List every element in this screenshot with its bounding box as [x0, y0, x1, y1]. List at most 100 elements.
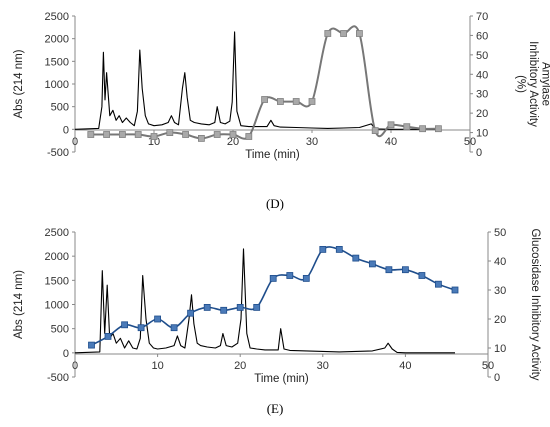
activity-point	[352, 254, 360, 262]
activity-point	[355, 30, 363, 37]
x-tick-label: 20	[234, 360, 246, 372]
activity-point	[236, 303, 244, 311]
activity-point	[434, 280, 442, 288]
activity-point	[87, 131, 95, 138]
activity-point	[203, 303, 211, 311]
activity-point	[150, 133, 158, 140]
x-axis-label: Time (min)	[245, 149, 300, 161]
y-right-tick-label: 40	[494, 256, 506, 268]
y-tick-label: 2500	[45, 227, 69, 239]
activity-point	[403, 123, 411, 131]
activity-point	[104, 332, 112, 340]
activity-point	[308, 98, 316, 105]
y-axis-label: Abs (214 nm)	[13, 270, 25, 339]
activity-point	[292, 98, 300, 105]
panel-label: (E)	[267, 401, 284, 416]
activity-point	[418, 272, 426, 279]
activity-point	[220, 306, 228, 314]
panel-label: (D)	[266, 196, 284, 211]
activity-point	[213, 131, 221, 138]
activity-point	[368, 260, 376, 268]
activity-point	[419, 125, 427, 133]
y-tick-label: 500	[51, 102, 69, 114]
activity-point	[434, 125, 442, 133]
y-right-tick-label: 60	[476, 30, 488, 42]
activity-point	[253, 303, 261, 311]
activity-point	[229, 131, 237, 138]
y-tick-label: 1000	[45, 300, 69, 312]
activity-point	[340, 30, 348, 37]
activity-point	[269, 274, 277, 282]
y-right-tick-label: 10	[476, 128, 488, 140]
y-axis-label: Abs (214 nm)	[13, 49, 25, 118]
y-tick-label: 1500	[45, 275, 69, 287]
y-tick-label: 2000	[45, 251, 69, 263]
activity-point	[276, 98, 284, 105]
y-right-axis-label: Glucosidase Inhibitory Activity	[529, 228, 541, 380]
activity-point	[385, 266, 393, 274]
activity-point	[134, 131, 142, 138]
activity-point	[335, 245, 343, 253]
activity-point	[187, 309, 195, 317]
activity-point	[170, 324, 178, 332]
x-tick-label: 30	[306, 136, 318, 148]
activity-point	[88, 341, 95, 349]
chart-panel-0: -500050010001500200025000102030405060700…	[13, 11, 550, 211]
y-tick-label: -500	[47, 147, 69, 159]
activity-point	[121, 321, 128, 329]
y-tick-label: 1000	[45, 79, 69, 91]
y-right-tick-label: 0	[494, 372, 500, 384]
x-tick-label: 50	[482, 360, 494, 372]
y-right-tick-label: 50	[476, 50, 488, 62]
y-tick-label: 0	[63, 348, 69, 360]
activity-line	[90, 25, 439, 140]
y-right-tick-label: 20	[476, 108, 488, 120]
y-right-axis-label: AmylaseInhibitory Activity(%)	[515, 41, 550, 127]
absorbance-trace	[74, 31, 439, 130]
activity-point	[154, 315, 162, 323]
activity-point	[324, 30, 332, 37]
y-right-tick-label: 30	[494, 285, 506, 297]
y-right-tick-label: 50	[494, 227, 506, 239]
x-tick-label: 40	[385, 136, 397, 148]
activity-point	[245, 133, 253, 140]
activity-point	[302, 274, 310, 282]
x-tick-label: 0	[72, 136, 78, 148]
activity-point	[137, 324, 145, 332]
activity-point	[119, 131, 126, 138]
activity-point	[166, 129, 174, 137]
y-tick-label: 500	[51, 324, 69, 336]
y-right-tick-label: 70	[476, 11, 488, 23]
y-right-tick-label: 20	[494, 314, 506, 326]
activity-line	[91, 246, 456, 346]
activity-point	[387, 121, 395, 129]
activity-point	[182, 131, 190, 138]
activity-point	[197, 134, 205, 142]
activity-point	[103, 131, 110, 138]
x-tick-label: 0	[72, 360, 78, 372]
absorbance-trace	[74, 248, 455, 354]
x-tick-label: 40	[399, 360, 411, 372]
y-right-tick-label: 30	[476, 89, 488, 101]
y-tick-label: 1500	[45, 56, 69, 68]
x-tick-label: 20	[227, 136, 239, 148]
activity-point	[371, 127, 379, 134]
activity-point	[286, 272, 294, 279]
y-right-tick-label: 0	[476, 147, 482, 159]
x-axis-label: Time (min)	[254, 373, 309, 385]
y-tick-label: 0	[63, 124, 69, 136]
y-right-tick-label: 40	[476, 69, 488, 81]
activity-point	[261, 96, 269, 103]
activity-point	[319, 245, 327, 253]
activity-point	[451, 286, 459, 294]
y-tick-label: 2000	[45, 34, 69, 46]
y-right-tick-label: 10	[494, 343, 506, 355]
x-tick-label: 10	[151, 360, 163, 372]
x-tick-label: 50	[464, 136, 476, 148]
activity-point	[401, 266, 409, 274]
y-tick-label: -500	[47, 372, 69, 384]
y-tick-label: 2500	[45, 11, 69, 23]
x-tick-label: 30	[317, 360, 329, 372]
